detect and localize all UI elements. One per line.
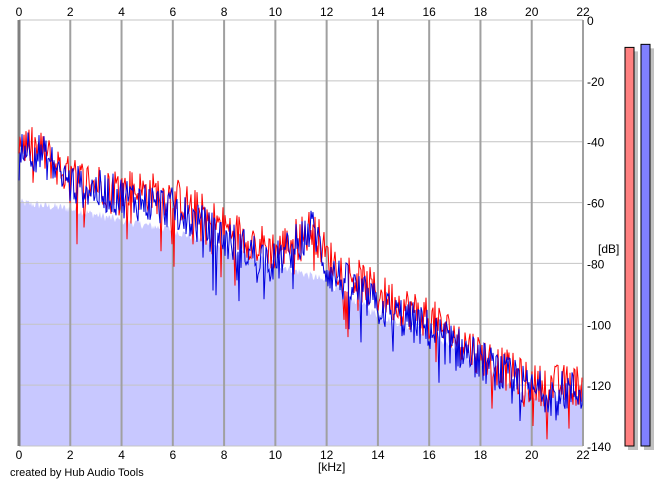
x-tick-label-top: 8 xyxy=(221,5,228,19)
x-tick-label-bottom: 22 xyxy=(576,448,590,462)
x-tick-label-bottom: 14 xyxy=(371,448,385,462)
x-tick-label-top: 16 xyxy=(423,5,437,19)
x-tick-label-bottom: 16 xyxy=(423,448,437,462)
x-tick-label-bottom: 0 xyxy=(16,448,23,462)
x-tick-label-top: 10 xyxy=(269,5,283,19)
credit-text: created by Hub Audio Tools xyxy=(10,467,144,479)
x-tick-label-bottom: 10 xyxy=(269,448,283,462)
x-axis-label: [kHz] xyxy=(318,460,345,474)
x-tick-label-bottom: 8 xyxy=(221,448,228,462)
y-tick-label: -100 xyxy=(587,318,611,332)
x-tick-label-top: 4 xyxy=(118,5,125,19)
x-tick-label-top: 18 xyxy=(474,5,488,19)
right-level-meter xyxy=(640,43,651,447)
x-tick-label-top: 0 xyxy=(16,5,23,19)
x-tick-label-bottom: 2 xyxy=(67,448,74,462)
left-level-meter xyxy=(624,46,635,447)
x-tick-label-top: 6 xyxy=(169,5,176,19)
x-tick-label-top: 2 xyxy=(67,5,74,19)
x-tick-label-bottom: 6 xyxy=(169,448,176,462)
y-tick-label: -140 xyxy=(587,440,611,454)
x-tick-label-bottom: 20 xyxy=(525,448,539,462)
x-tick-label-top: 14 xyxy=(371,5,385,19)
x-tick-label-top: 20 xyxy=(525,5,539,19)
y-tick-label: -40 xyxy=(587,136,605,150)
y-tick-label: -60 xyxy=(587,197,605,211)
x-tick-label-bottom: 12 xyxy=(320,448,334,462)
average-fill-area xyxy=(19,198,583,446)
y-axis-label: [dB] xyxy=(598,242,619,256)
x-tick-label-bottom: 18 xyxy=(474,448,488,462)
x-tick-label-top: 22 xyxy=(576,5,590,19)
y-tick-label: -120 xyxy=(587,379,611,393)
right-channel-line xyxy=(18,132,584,422)
y-tick-label: -80 xyxy=(587,257,605,271)
y-tick-label: 0 xyxy=(587,14,594,28)
x-tick-label-bottom: 4 xyxy=(118,448,125,462)
y-tick-label: -20 xyxy=(587,75,605,89)
x-tick-label-top: 12 xyxy=(320,5,334,19)
